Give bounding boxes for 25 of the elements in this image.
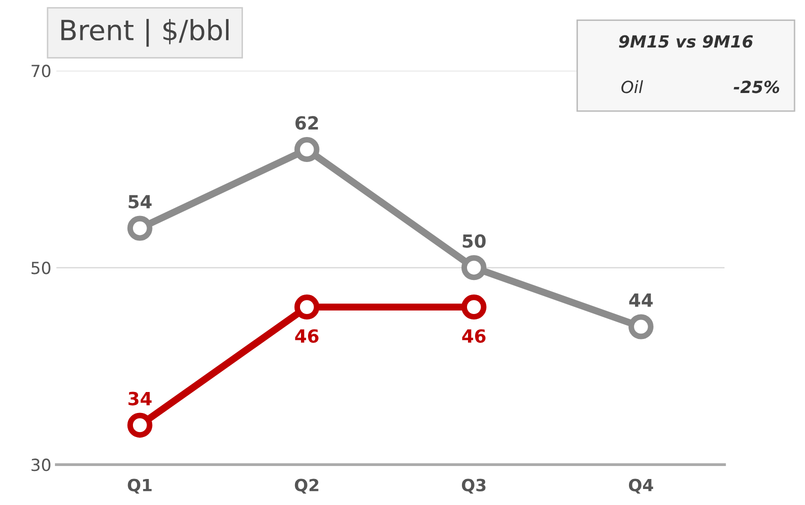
point (294, 136, 320, 162)
chart-title: Brent | $/bbl (61, 18, 229, 47)
data-label: 46 (462, 329, 486, 343)
data-label: 62 (295, 116, 318, 130)
x-tick-label: Q1 (128, 478, 152, 494)
annotation: Oil (621, 80, 644, 94)
x-tick-label: Q2 (294, 478, 318, 494)
y-tick-label: 50 (32, 262, 50, 274)
x-tick-label: Q3 (462, 478, 486, 494)
data-label: 44 (629, 294, 653, 307)
point (127, 216, 152, 241)
point (461, 294, 486, 320)
y-tick-label: 30 (32, 458, 50, 472)
y-tick-label: 70 (32, 64, 50, 78)
text: -25% (734, 80, 780, 94)
data-label: 34 (128, 392, 152, 406)
point (461, 255, 486, 280)
text: 9M15 vs 9M16 (618, 35, 753, 48)
point (127, 412, 152, 438)
point (628, 314, 654, 340)
data-label: 50 (462, 234, 486, 248)
x-tick-label: Q4 (628, 478, 654, 494)
data-label: 54 (128, 195, 152, 208)
data-label: 46 (295, 329, 318, 343)
point (294, 294, 320, 320)
